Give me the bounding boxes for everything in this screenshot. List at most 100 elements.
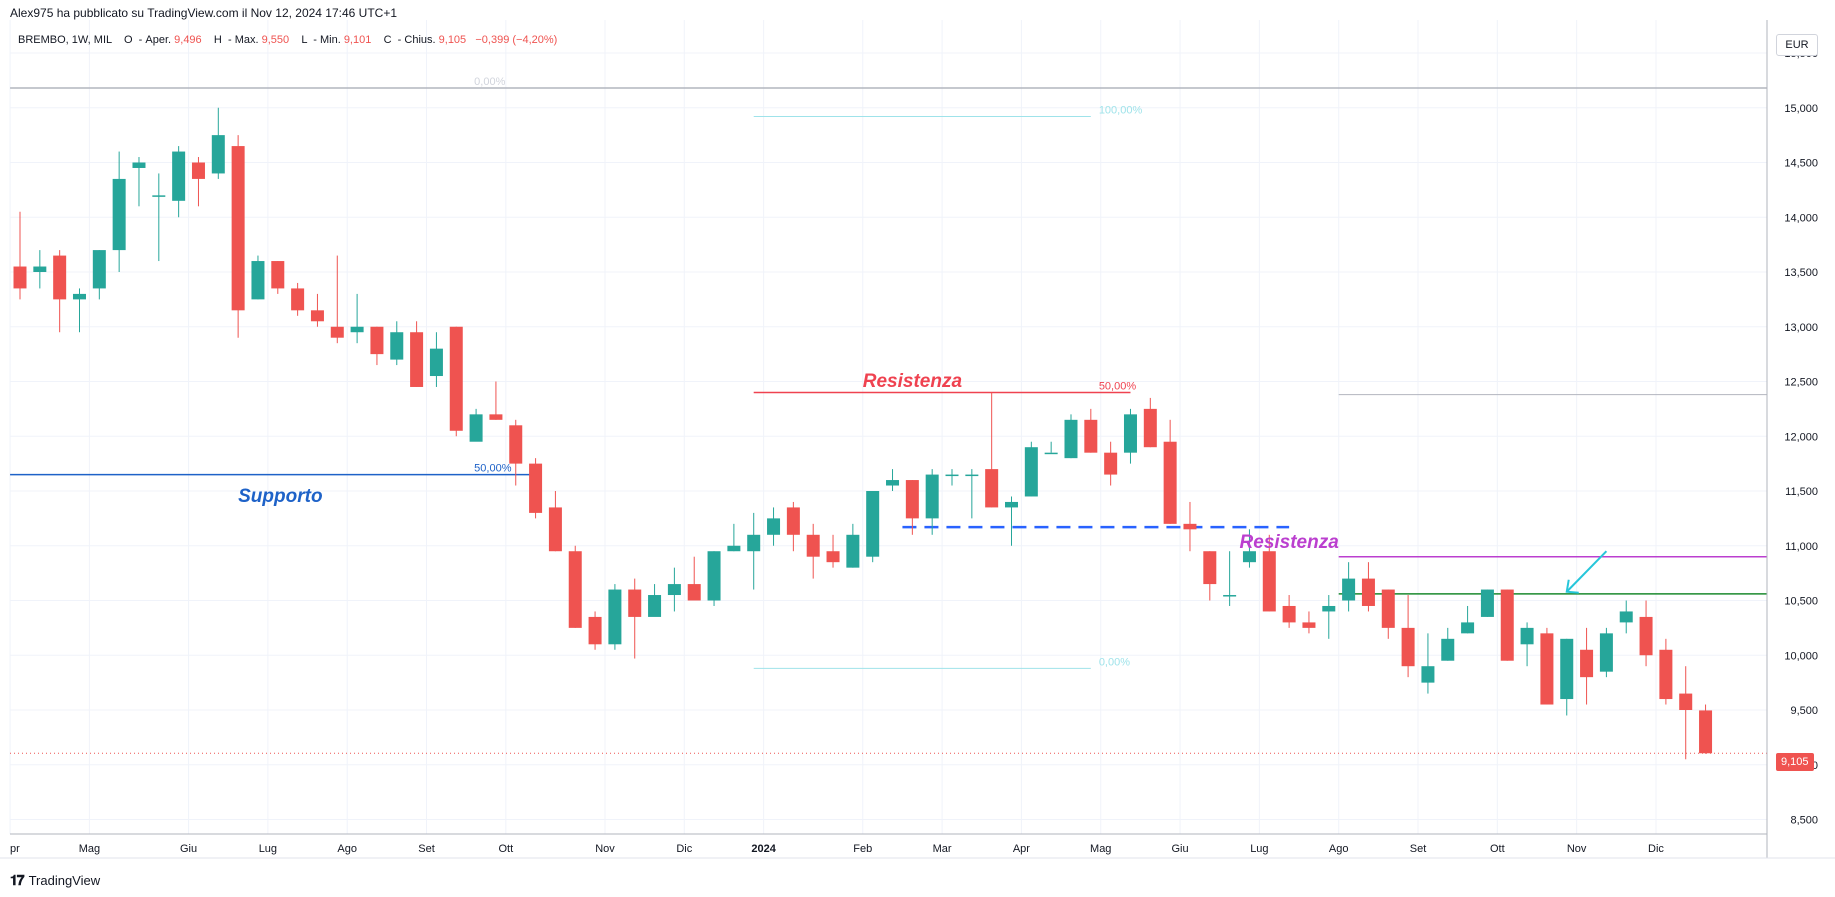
candle [92,250,106,300]
open-key: O [123,34,133,46]
candle-body [330,326,344,338]
candle-body [1242,551,1256,563]
candle-body [727,545,741,552]
x-tick-label: Ago [337,843,357,855]
candle-body [1163,441,1177,524]
x-tick-label: Mar [933,843,952,855]
candle [667,567,681,612]
candle [1203,551,1217,601]
x-tick-label: Apr [1013,843,1030,855]
y-tick-label: 11,000 [1785,541,1818,553]
candle-body [291,288,305,311]
currency-button[interactable]: EUR [1776,34,1818,56]
candle-body [608,589,622,645]
low-key: L [301,34,308,46]
candle [1659,638,1673,705]
x-tick-label: Dic [676,843,692,855]
candle-body [1183,523,1197,530]
candle-body [1084,419,1098,453]
candle-body [350,326,364,333]
candle-body [1540,633,1554,705]
x-tick-label: Giu [180,843,197,855]
y-tick-label: 10,000 [1784,650,1818,662]
candle-body [1104,452,1118,475]
low-value: 9,101 [343,34,372,46]
candle-body [1223,595,1237,597]
candle-body [310,310,324,322]
candle-body [1520,627,1534,645]
candle-body [767,518,781,535]
candle-body [1401,627,1415,667]
candle-body [53,255,67,300]
candle [1580,627,1594,705]
candle [1421,633,1435,694]
candle-body [925,474,939,519]
candle-body [1480,589,1494,617]
ohlc-legend: BREMBO, 1W, MIL O - Aper. 9,496 H - Max.… [18,34,558,46]
candle-body [132,162,146,168]
candle-body [1699,710,1713,754]
candle [1480,589,1494,617]
candle-body [1461,622,1475,634]
candle [1123,408,1137,464]
high-value: 9,550 [261,34,290,46]
candle [747,512,761,590]
candle-body [1262,551,1276,612]
y-tick-label: 14,500 [1784,158,1818,170]
y-tick-label: 13,500 [1784,267,1818,279]
candle-body [1322,605,1336,612]
y-tick-label: 13,000 [1784,322,1818,334]
candle-body [1659,649,1673,700]
resistenza-label-red: Resistenza [863,371,963,392]
y-tick-label: 15,000 [1784,103,1818,115]
candle [489,381,503,420]
candle [291,282,305,316]
candle-body [1639,616,1653,656]
last-price-tag: 9,105 [1776,753,1814,771]
candle [1461,605,1475,634]
candle [1381,589,1395,639]
candle-body [1580,649,1594,678]
fib-level-label: 0,00% [1099,656,1130,668]
candle [449,326,463,437]
x-tick-label: Ott [1490,843,1505,855]
candle [1024,441,1038,497]
candle-body [529,463,543,513]
candle [251,255,265,300]
open-text: Aper. [145,34,172,46]
candle [628,578,642,659]
y-tick-label: 12,000 [1784,431,1818,443]
candle-body [568,551,582,628]
candle-body [866,491,880,557]
tradingview-logo[interactable]: 𝟏𝟕 TradingView [10,872,100,889]
candle [72,288,86,333]
candle-body [628,589,642,617]
candle [390,321,404,366]
axes: 15,50015,00014,50014,00013,50013,00012,5… [0,20,1835,859]
candle-body [886,480,900,486]
tradingview-logo-icon: 𝟏𝟕 [10,872,25,888]
candle [330,255,344,344]
change-value: −0,399 (−4,20%) [475,34,558,46]
candle-body [1123,414,1137,453]
candlesticks [13,107,1713,760]
candle [1262,534,1276,612]
candle [648,584,662,617]
candle-body [1421,666,1435,683]
resistenza-label-purple: Resistenza [1240,532,1340,553]
candle [13,211,27,300]
candle [965,469,979,519]
supporto-label: Supporto [238,486,322,507]
arrow-icon [1566,550,1608,593]
candle [608,584,622,650]
candle [588,611,602,650]
x-tick-label: Set [1410,843,1427,855]
candle [1500,589,1514,661]
candle [469,408,483,442]
candle [866,491,880,563]
candle-body [1441,638,1455,661]
candle [152,173,166,262]
candle [509,419,523,486]
candle-body [905,480,919,519]
